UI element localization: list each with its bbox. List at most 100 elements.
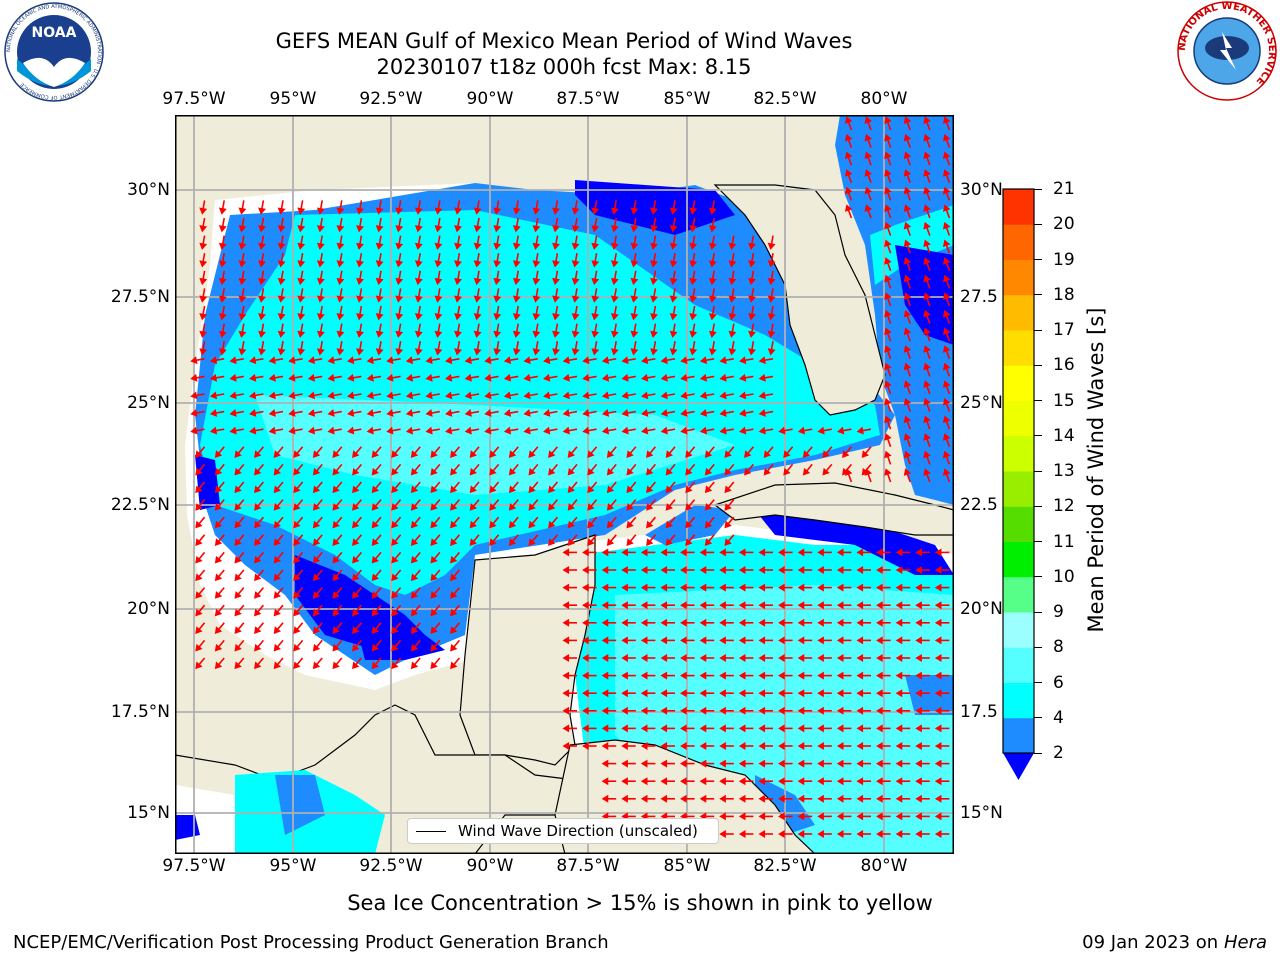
wind-wave-arrowhead xyxy=(229,426,237,435)
colorbar-segment xyxy=(1003,612,1034,648)
wind-wave-arrowhead xyxy=(414,242,423,250)
colorbar-tick-mark xyxy=(1034,505,1042,507)
wind-wave-arrowhead xyxy=(601,759,609,768)
wind-wave-arrowhead xyxy=(195,643,203,652)
wind-wave-arrowhead xyxy=(254,591,262,599)
wind-wave-arrowhead xyxy=(229,356,237,365)
wind-wave-arrowhead xyxy=(395,330,404,338)
wind-wave-arrowhead xyxy=(621,566,628,574)
wind-wave-arrowhead xyxy=(836,706,844,715)
wind-wave-arrowhead xyxy=(758,548,766,557)
wind-wave-arrowhead xyxy=(410,626,419,634)
wind-wave-arrowhead xyxy=(503,426,512,435)
wind-wave-arrowhead xyxy=(876,601,883,610)
caribbean-blue-a xyxy=(755,505,954,575)
wind-wave-arrowhead xyxy=(450,591,458,599)
wind-wave-arrowhead xyxy=(199,242,208,250)
wind-wave-arrowhead xyxy=(277,313,286,321)
wind-wave-arrowhead xyxy=(410,485,419,494)
wind-wave-arrowhead xyxy=(934,777,942,786)
wind-wave-arrowhead xyxy=(626,520,634,529)
lon-tick-bottom: 80°W xyxy=(860,856,908,876)
wind-wave-arrowhead xyxy=(356,207,364,215)
wind-wave-arrowhead xyxy=(332,503,340,511)
wind-wave-arrowhead xyxy=(783,467,791,476)
wind-wave-arrowhead xyxy=(587,520,595,529)
wind-wave-arrowhead xyxy=(876,548,883,557)
wind-wave-arrowhead xyxy=(445,373,453,382)
wind-wave-arrowhead xyxy=(758,724,766,733)
wind-wave-arrowhead xyxy=(273,555,281,564)
wind-wave-arrowhead xyxy=(876,830,883,838)
wind-wave-arrowhead xyxy=(903,450,912,459)
wind-wave-arrowhead xyxy=(699,759,707,768)
wind-wave-arrowhead xyxy=(665,503,673,511)
wind-wave-arrowhead xyxy=(258,295,266,303)
colorbar-segment xyxy=(1003,647,1034,683)
wind-wave-arrowhead xyxy=(430,573,438,582)
lon-tick-top: 97.5°W xyxy=(162,89,226,109)
wind-wave-arrowhead xyxy=(669,330,678,338)
wind-wave-arrowhead xyxy=(548,450,556,458)
wind-wave-arrowhead xyxy=(864,169,873,177)
colorbar-tick: 2 xyxy=(1053,743,1064,763)
wind-wave-arrowhead xyxy=(258,242,266,250)
wind-wave-arrowhead xyxy=(395,260,404,268)
wind-wave-arrowhead xyxy=(699,724,707,733)
wind-wave-arrowhead xyxy=(405,356,414,365)
wind-wave-arrowhead xyxy=(532,313,541,321)
wind-wave-arrowhead xyxy=(552,348,560,356)
atlantic-field xyxy=(835,115,954,505)
atlantic-deep xyxy=(845,115,954,225)
wind-wave-arrowhead xyxy=(719,583,726,592)
wind-wave-arrowhead xyxy=(660,689,668,698)
wind-wave-arrowhead xyxy=(783,450,791,458)
wind-wave-arrowhead xyxy=(591,313,600,321)
wind-wave-arrowhead xyxy=(352,520,360,529)
wind-wave-arrowhead xyxy=(758,706,766,715)
wind-wave-arrowhead xyxy=(817,724,824,733)
wind-wave-arrowhead xyxy=(512,207,521,215)
wind-wave-arrowhead xyxy=(699,671,707,680)
yucatan-land xyxy=(459,534,596,766)
wind-wave-arrowhead xyxy=(273,503,281,511)
wind-wave-arrowhead xyxy=(512,348,521,356)
wind-wave-arrowhead xyxy=(626,538,634,546)
wind-wave-arrowhead xyxy=(738,654,746,662)
wind-wave-arrowhead xyxy=(218,242,227,250)
lon-tick-top: 92.5°W xyxy=(359,89,423,109)
wind-wave-arrowhead xyxy=(591,207,600,215)
colorbar-segment xyxy=(1003,506,1034,542)
wind-wave-arrowhead xyxy=(258,225,266,233)
wind-wave-arrowhead xyxy=(915,548,922,557)
wind-wave-arrowhead xyxy=(254,503,262,511)
wind-wave-arrowhead xyxy=(719,794,726,803)
wind-wave-arrowhead xyxy=(680,759,687,768)
wind-wave-arrowhead xyxy=(621,706,628,715)
wind-wave-arrowhead xyxy=(562,654,570,662)
wind-wave-arrowhead xyxy=(352,591,360,599)
wind-wave-arrowhead xyxy=(895,671,903,680)
wind-wave-arrowhead xyxy=(567,485,575,494)
wind-wave-arrowhead xyxy=(606,485,615,494)
wind-wave-arrowhead xyxy=(836,583,844,592)
wind-wave-arrowhead xyxy=(484,409,492,417)
wind-wave-arrowhead xyxy=(797,706,805,715)
wind-wave-arrowhead xyxy=(836,618,844,627)
wind-wave-arrowhead xyxy=(336,313,345,321)
wind-wave-arrowhead xyxy=(434,242,443,250)
wind-wave-arrowhead xyxy=(312,608,321,617)
wind-wave-arrowhead xyxy=(748,313,756,321)
wind-wave-arrowhead xyxy=(646,538,654,546)
wind-wave-arrowhead xyxy=(214,591,223,599)
wind-wave-arrowhead xyxy=(660,777,668,786)
wind-wave-arrowhead xyxy=(689,225,698,233)
wind-wave-arrowhead xyxy=(640,548,648,557)
colorbar-tick-mark xyxy=(1034,259,1042,260)
wind-wave-arrowhead xyxy=(254,538,262,546)
wind-wave-arrowhead xyxy=(778,777,785,786)
wind-wave-arrowhead xyxy=(562,426,570,435)
wind-wave-arrowhead xyxy=(445,356,453,365)
wind-wave-arrowhead xyxy=(484,356,492,365)
wind-wave-arrowhead xyxy=(336,277,345,286)
